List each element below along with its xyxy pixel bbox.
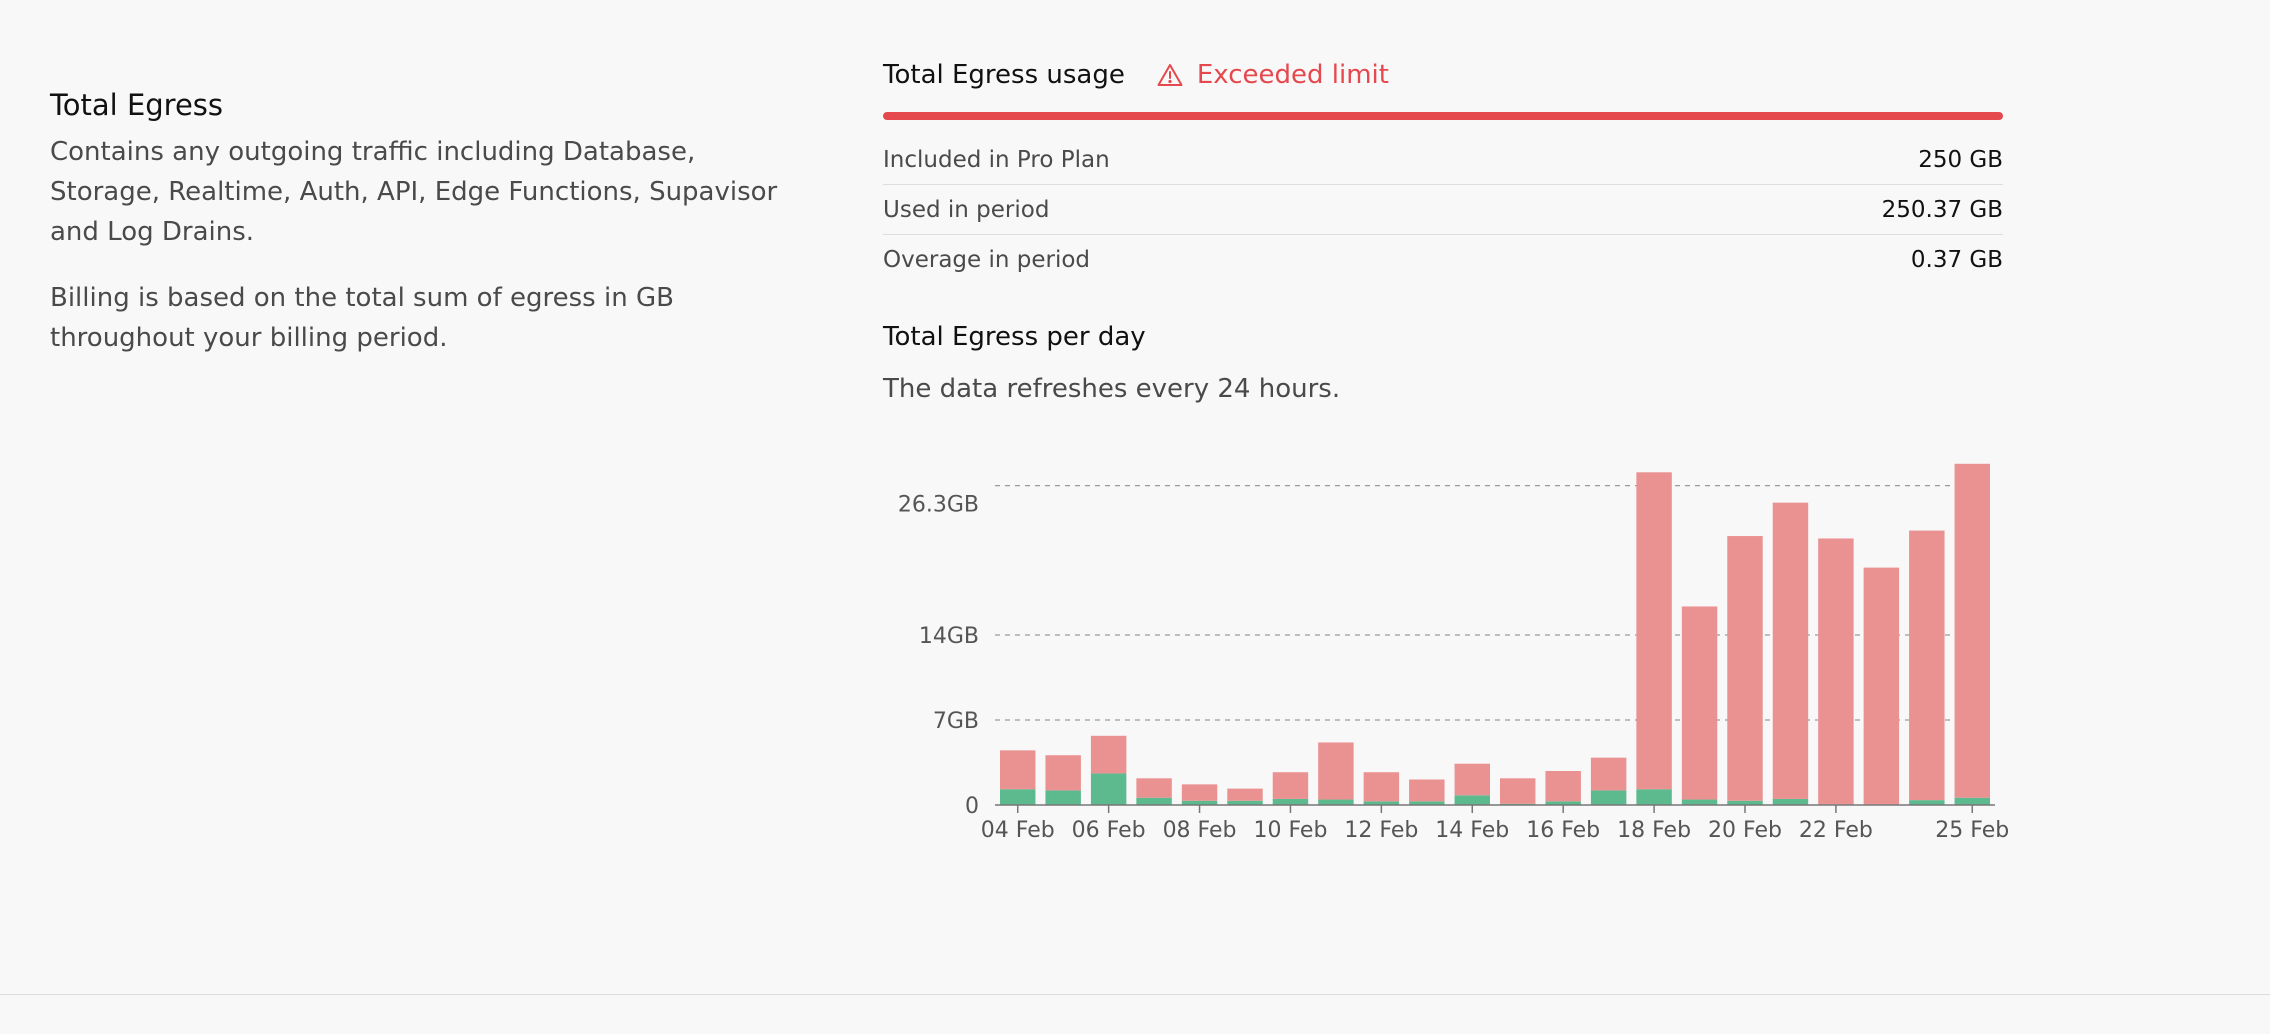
usage-row: Included in Pro Plan 250 GB xyxy=(883,135,2003,185)
bar-segment-green xyxy=(1454,795,1490,805)
x-tick-label: 20 Feb xyxy=(1708,818,1782,843)
y-tick-label: 7GB xyxy=(933,709,979,734)
bar-segment-red xyxy=(1954,463,1990,798)
bar-segment-green xyxy=(1772,798,1809,805)
usage-row-label: Overage in period xyxy=(883,246,1091,273)
x-tick-label: 14 Feb xyxy=(1435,818,1509,843)
chart-subtitle: The data refreshes every 24 hours. xyxy=(883,374,1341,404)
status-badge: Exceeded limit xyxy=(1157,60,1389,90)
bar-segment-green xyxy=(1181,800,1218,805)
bar-segment-red xyxy=(1181,784,1218,801)
bar-segment-red xyxy=(1681,606,1718,800)
usage-row-value: 250 GB xyxy=(1918,146,2003,173)
bar-segment-red xyxy=(1545,771,1581,802)
x-tick-label: 22 Feb xyxy=(1799,818,1873,843)
bar-segment-green xyxy=(1909,800,1945,805)
section-description: Total Egress Contains any outgoing traff… xyxy=(50,88,780,384)
y-tick-label: 0 xyxy=(965,794,979,819)
bar-segment-red xyxy=(1136,778,1172,798)
section-divider xyxy=(0,994,2270,995)
bar-segment-red xyxy=(1272,772,1309,799)
bar-segment-red xyxy=(1090,735,1127,774)
bar-segment-green xyxy=(1045,790,1081,805)
y-tick-label: 14GB xyxy=(919,624,979,649)
usage-title: Total Egress usage xyxy=(883,60,1125,90)
bar-segment-red xyxy=(1772,502,1809,799)
bar-segment-green xyxy=(1090,773,1127,805)
usage-panel: Total Egress usage Exceeded limit Includ… xyxy=(883,55,2003,404)
bar-segment-red xyxy=(1318,742,1354,800)
bar-segment-green xyxy=(1409,801,1445,805)
bar-segment-green xyxy=(1727,800,1763,805)
bar-segment-red xyxy=(1636,472,1672,790)
x-tick-label: 18 Feb xyxy=(1617,818,1691,843)
usage-header: Total Egress usage Exceeded limit xyxy=(883,55,2003,95)
y-tick-label: 26.3GB xyxy=(898,493,979,518)
bar-segment-red xyxy=(1727,536,1763,801)
bar-segment-red xyxy=(1409,779,1445,802)
bar-segment-green xyxy=(1318,799,1354,805)
warning-triangle-icon xyxy=(1157,64,1183,86)
usage-row: Used in period 250.37 GB xyxy=(883,185,2003,235)
status-label: Exceeded limit xyxy=(1196,60,1389,90)
bar-segment-red xyxy=(1363,772,1400,802)
x-tick-label: 06 Feb xyxy=(1072,818,1146,843)
bar-segment-red xyxy=(1045,755,1081,791)
usage-row-value: 250.37 GB xyxy=(1881,196,2003,223)
section-title: Total Egress xyxy=(50,88,224,122)
bar-segment-red xyxy=(1909,530,1945,801)
billing-note: Billing is based on the total sum of egr… xyxy=(50,283,674,353)
usage-row-label: Used in period xyxy=(883,196,1050,223)
usage-progress-bar xyxy=(883,112,2003,120)
bar-segment-green xyxy=(1272,798,1309,805)
bar-segment-red xyxy=(1818,538,1854,805)
bar-segment-green xyxy=(1590,790,1627,805)
bar-segment-green xyxy=(1954,797,1990,805)
x-tick-label: 16 Feb xyxy=(1526,818,1600,843)
x-tick-label: 04 Feb xyxy=(981,818,1055,843)
usage-rows: Included in Pro Plan 250 GB Used in peri… xyxy=(883,135,2003,284)
bar-segment-green xyxy=(1681,799,1718,805)
bar-segment-green xyxy=(1545,801,1581,805)
bar-segment-green xyxy=(1000,789,1036,805)
bar-segment-red xyxy=(1863,567,1900,805)
section-description-text: Contains any outgoing traffic including … xyxy=(50,137,778,247)
bar-segment-green xyxy=(1363,801,1400,805)
x-tick-label: 10 Feb xyxy=(1253,818,1327,843)
usage-row-value: 0.37 GB xyxy=(1910,246,2003,273)
bar-segment-red xyxy=(1500,778,1536,804)
bar-segment-green xyxy=(1136,797,1172,805)
x-tick-label: 25 Feb xyxy=(1935,818,2009,843)
chart-title: Total Egress per day xyxy=(883,322,1146,352)
x-tick-label: 08 Feb xyxy=(1163,818,1237,843)
bar-segment-red xyxy=(1454,763,1490,796)
x-tick-label: 12 Feb xyxy=(1344,818,1418,843)
bar-segment-red xyxy=(1227,788,1263,801)
bar-segment-red xyxy=(1000,750,1036,790)
usage-row-label: Included in Pro Plan xyxy=(883,146,1110,173)
bar-segment-green xyxy=(1636,789,1672,805)
egress-bar-chart: 0 7GB 14GB 26.3GB 04 Feb 06 Feb 08 Feb 10 Feb 12… xyxy=(898,463,2009,843)
bar-segment-red xyxy=(1590,757,1627,791)
usage-row: Overage in period 0.37 GB xyxy=(883,235,2003,284)
bar-segment-green xyxy=(1227,800,1263,805)
